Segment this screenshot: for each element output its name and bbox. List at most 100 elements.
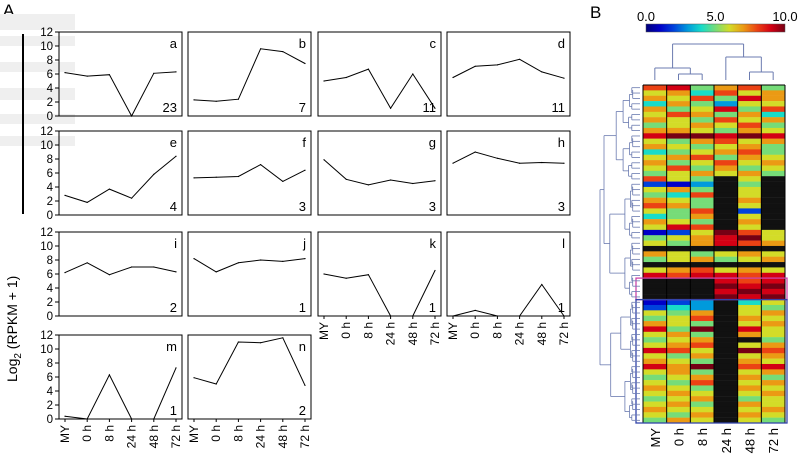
heatmap-cell: [737, 406, 762, 413]
x-tick-label: 72 h: [169, 425, 183, 448]
heatmap-cell: [737, 240, 762, 247]
data-point: [390, 107, 392, 109]
heatmap-cell: [690, 363, 715, 370]
data-point: [153, 173, 155, 175]
heatmap-cell: [714, 310, 738, 316]
data-point: [193, 377, 195, 379]
colorbar-tick-label: 0.0: [637, 9, 655, 24]
heatmap-cell: [643, 374, 667, 381]
heatmap-cell: [714, 417, 738, 424]
heatmap-cell: [737, 197, 762, 204]
data-point: [304, 169, 306, 171]
heatmap-cell: [643, 85, 667, 91]
heatmap-cell: [690, 149, 715, 155]
heatmap-cell: [737, 95, 762, 102]
series-line: [64, 155, 177, 203]
heatmap-cell: [690, 229, 715, 236]
data-point: [193, 99, 195, 101]
heatmap-cell: [761, 267, 786, 273]
heatmap-cell: [714, 283, 738, 290]
heatmap-cell: [761, 149, 786, 155]
heatmap-cell: [643, 331, 667, 338]
heatmap-cell: [690, 262, 715, 268]
heatmap-cell: [737, 412, 762, 418]
panel-a-line-plots: a23024681012b7c11d11e4024681012f3g3h3i20…: [40, 27, 571, 448]
heatmap-cell: [666, 90, 691, 96]
gene-count: 1: [429, 300, 436, 315]
data-point: [474, 65, 476, 67]
heatmap-cell: [666, 304, 691, 311]
data-point: [434, 180, 436, 182]
heatmap-cell: [737, 331, 762, 338]
data-point: [153, 72, 155, 74]
heatmap-cell: [666, 288, 691, 295]
y-tick-label: 10: [40, 344, 53, 356]
background-stripe: [0, 62, 75, 72]
data-point: [193, 258, 195, 260]
heatmap-cell: [714, 176, 738, 182]
heatmap-cell: [690, 138, 715, 145]
heatmap-column-label: 8 h: [695, 428, 710, 446]
subplot-letter: a: [170, 36, 178, 51]
subplot-frame: [446, 31, 571, 117]
heatmap-cell: [666, 342, 691, 349]
heatmap-cell: [690, 186, 715, 193]
subplot-letter: d: [558, 36, 565, 51]
x-tick-label: 72 h: [428, 322, 442, 345]
data-point: [345, 178, 347, 180]
heatmap-cell: [666, 331, 691, 338]
heatmap-cell: [643, 321, 667, 327]
heatmap-cell: [643, 347, 667, 354]
heatmap-cell: [761, 331, 786, 338]
y-tick-label: 0: [47, 210, 53, 222]
heatmap-cell: [761, 363, 786, 370]
heatmap-cell: [643, 213, 667, 220]
heatmap-cell: [666, 203, 691, 209]
heatmap-cell: [643, 396, 667, 402]
y-tick-label: 4: [47, 182, 54, 194]
background-stripe: [0, 14, 75, 30]
y-axis-label: Log2 (RPKM + 1): [4, 276, 24, 382]
heatmap-cell: [690, 245, 715, 252]
heatmap-cell: [714, 315, 738, 322]
subplot-g: g3: [317, 130, 442, 216]
y-tick-label: 10: [40, 241, 53, 253]
heatmap-cell: [714, 353, 738, 359]
heatmap-cell: [643, 267, 667, 273]
y-tick-label: 0: [47, 414, 53, 426]
heatmap-cell: [666, 272, 691, 279]
subplot-letter: g: [429, 135, 436, 150]
subplot-frame: [187, 130, 312, 216]
heatmap-cell: [761, 262, 786, 268]
heatmap-cell: [690, 219, 715, 225]
heatmap-cell: [643, 278, 667, 284]
heatmap-cell: [690, 374, 715, 381]
heatmap-cell: [761, 401, 786, 408]
heatmap-cell: [666, 326, 691, 332]
data-point: [474, 151, 476, 153]
heatmap-cell: [737, 85, 762, 91]
heatmap-cell: [690, 224, 715, 231]
heatmap-cell: [714, 288, 738, 295]
data-point: [282, 180, 284, 182]
series-line: [64, 367, 177, 420]
subplot-j: j1: [187, 231, 312, 317]
gene-count: 1: [170, 403, 177, 418]
data-point: [434, 107, 436, 109]
heatmap-cell: [666, 224, 691, 231]
series-line: [452, 151, 565, 164]
subplot-frame: [58, 231, 183, 317]
heatmap-cell: [690, 267, 715, 273]
heatmap-cell: [643, 240, 667, 247]
data-point: [108, 188, 110, 190]
subplot-frame: [187, 231, 312, 317]
subplot-b: b7: [187, 31, 312, 117]
heatmap-cell: [714, 342, 738, 349]
x-tick-label: 24 h: [254, 425, 268, 448]
heatmap-cell: [714, 154, 738, 161]
heatmap-cell: [690, 203, 715, 209]
heatmap-cell: [643, 380, 667, 386]
heatmap-cell: [737, 390, 762, 397]
heatmap-cell: [737, 385, 762, 392]
